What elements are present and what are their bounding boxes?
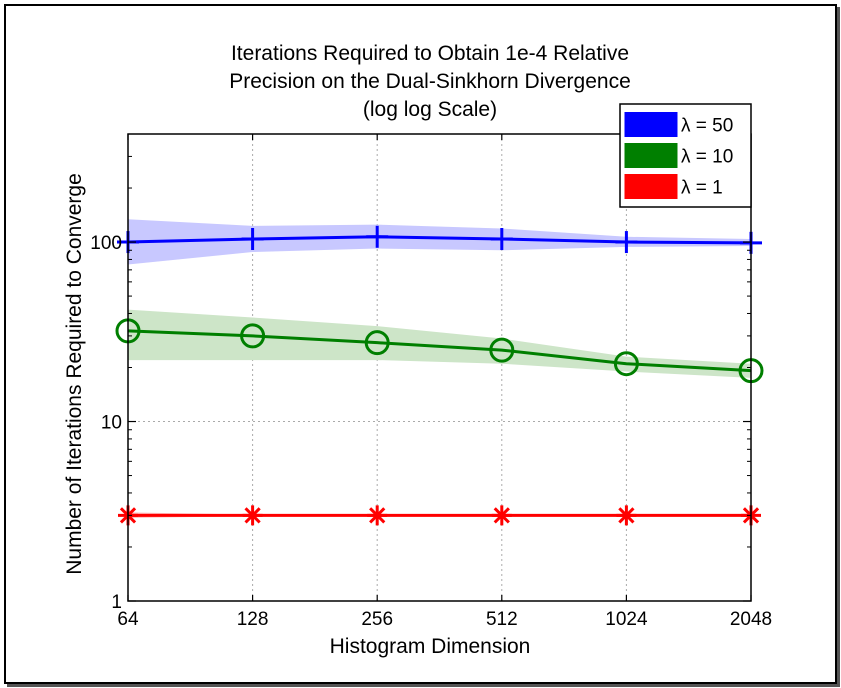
series-markers bbox=[115, 225, 764, 526]
x-tick-label: 512 bbox=[486, 609, 518, 630]
x-tick-label: 256 bbox=[361, 609, 393, 630]
legend-label-0: λ = 50 bbox=[681, 116, 733, 137]
chart-title-line-2: Precision on the Dual-Sinkhorn Divergenc… bbox=[229, 70, 631, 93]
line-series-0 bbox=[127, 235, 752, 245]
band-series-1 bbox=[128, 309, 751, 378]
legend: λ = 50 λ = 10 λ = 1 bbox=[619, 103, 752, 208]
y-tick-label: 10 bbox=[101, 413, 122, 434]
series-lines bbox=[127, 235, 752, 517]
y-tick-label: 1 bbox=[111, 592, 122, 613]
marker-circle bbox=[240, 323, 266, 349]
marker-asterisk bbox=[616, 505, 637, 526]
chart-title: Iterations Required to Obtain 1e-4 Relat… bbox=[229, 42, 631, 121]
x-tick-label: 2048 bbox=[730, 609, 772, 630]
legend-label-2: λ = 1 bbox=[681, 178, 723, 199]
legend-label-1: λ = 10 bbox=[681, 147, 733, 168]
marker-plus bbox=[366, 225, 389, 248]
x-tick-label: 128 bbox=[237, 609, 269, 630]
marker-plus bbox=[490, 227, 513, 250]
band-series-0 bbox=[128, 219, 751, 265]
figure-frame: Iterations Required to Obtain 1e-4 Relat… bbox=[4, 4, 837, 684]
chart-title-line-3: (log log Scale) bbox=[363, 98, 497, 121]
x-axis-label: Histogram Dimension bbox=[330, 635, 531, 658]
marker-asterisk bbox=[242, 505, 263, 526]
marker-plus bbox=[241, 227, 264, 250]
chart-title-line-1: Iterations Required to Obtain 1e-4 Relat… bbox=[231, 42, 629, 65]
legend-swatch-1 bbox=[624, 143, 678, 168]
marker-plus bbox=[615, 231, 638, 254]
y-axis-label: Number of Iterations Required to Converg… bbox=[63, 173, 86, 575]
x-tick-label: 1024 bbox=[605, 609, 648, 630]
marker-circle bbox=[613, 351, 639, 377]
marker-circle bbox=[364, 330, 390, 356]
x-tick-label: 64 bbox=[117, 609, 139, 630]
chart: Iterations Required to Obtain 1e-4 Relat… bbox=[63, 42, 772, 658]
y-tick-label: 100 bbox=[90, 233, 122, 254]
legend-swatch-0 bbox=[624, 112, 678, 137]
confidence-bands bbox=[128, 219, 751, 519]
line-series-1 bbox=[127, 329, 752, 373]
legend-swatch-2 bbox=[624, 174, 678, 199]
marker-circle bbox=[489, 337, 515, 363]
axis-ticks: 64 128 256 512 1024 2048 1 10 100 bbox=[90, 133, 772, 630]
marker-asterisk bbox=[367, 505, 388, 526]
marker-asterisk bbox=[491, 505, 512, 526]
